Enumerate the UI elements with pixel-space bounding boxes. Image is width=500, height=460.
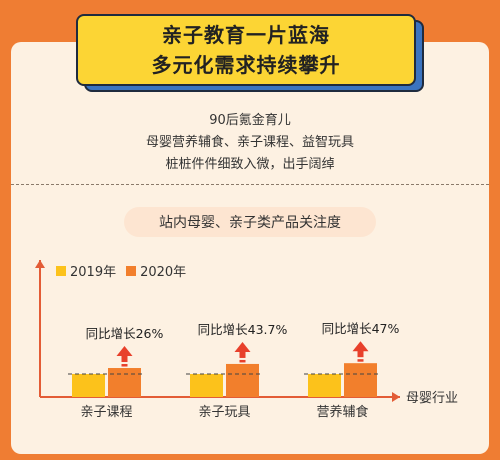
bar-2020: [108, 368, 141, 397]
dashed-divider: [11, 184, 489, 185]
legend-swatch-2020: [126, 265, 137, 276]
legend-label-2019: 2019年: [70, 265, 117, 280]
legend-swatch-2019: [56, 265, 66, 276]
intro-text: 90后氪金育儿 母婴营养辅食、亲子课程、益智玩具 桩桩件件细致入微，出手阔绰: [0, 110, 500, 176]
bar-2019: [308, 374, 341, 397]
legend-item-2019: 2019年: [56, 261, 116, 280]
legend-label-2020: 2020年: [140, 265, 187, 280]
chart-title: 站内母婴、亲子类产品关注度: [124, 207, 376, 237]
growth-arrow-head: [234, 341, 251, 352]
bar-2020: [226, 363, 259, 397]
x-axis-arrow: [392, 392, 400, 402]
legend-item-2020: 2020年: [126, 261, 186, 280]
growth-arrow-stem: [239, 350, 246, 358]
bar-2020: [344, 363, 377, 397]
bar-2019: [190, 374, 223, 397]
title-line-2: 多元化需求持续攀升: [151, 53, 341, 77]
intro-line-3: 桩桩件件细致入微，出手阔绰: [165, 157, 335, 172]
growth-arrow-dot: [121, 364, 128, 367]
intro-line-1: 90后氪金育儿: [209, 113, 291, 128]
x-axis-label: 母婴行业: [406, 391, 458, 406]
title-line-1: 亲子教育一片蓝海: [162, 23, 330, 47]
growth-annotation: 同比增长26%: [86, 326, 164, 341]
title-banner: 亲子教育一片蓝海 多元化需求持续攀升: [76, 14, 416, 86]
category-label: 营养辅食: [316, 404, 368, 420]
category-label: 亲子玩具: [198, 405, 250, 420]
growth-arrow-head: [116, 346, 133, 357]
growth-annotation: 同比增长43.7%: [198, 322, 288, 337]
growth-arrow-dot: [239, 359, 246, 363]
growth-annotation: 同比增长47%: [322, 321, 400, 336]
growth-arrow-head: [352, 341, 369, 352]
chart-legend: 2019年 2020年: [56, 261, 196, 280]
intro-line-2: 母婴营养辅食、亲子课程、益智玩具: [145, 135, 354, 150]
growth-arrow-stem: [121, 355, 128, 363]
growth-arrow-dot: [357, 359, 364, 362]
y-axis-arrow: [35, 260, 45, 268]
bar-2019: [72, 374, 105, 397]
category-label: 亲子课程: [80, 405, 132, 420]
growth-arrow-stem: [357, 350, 364, 358]
